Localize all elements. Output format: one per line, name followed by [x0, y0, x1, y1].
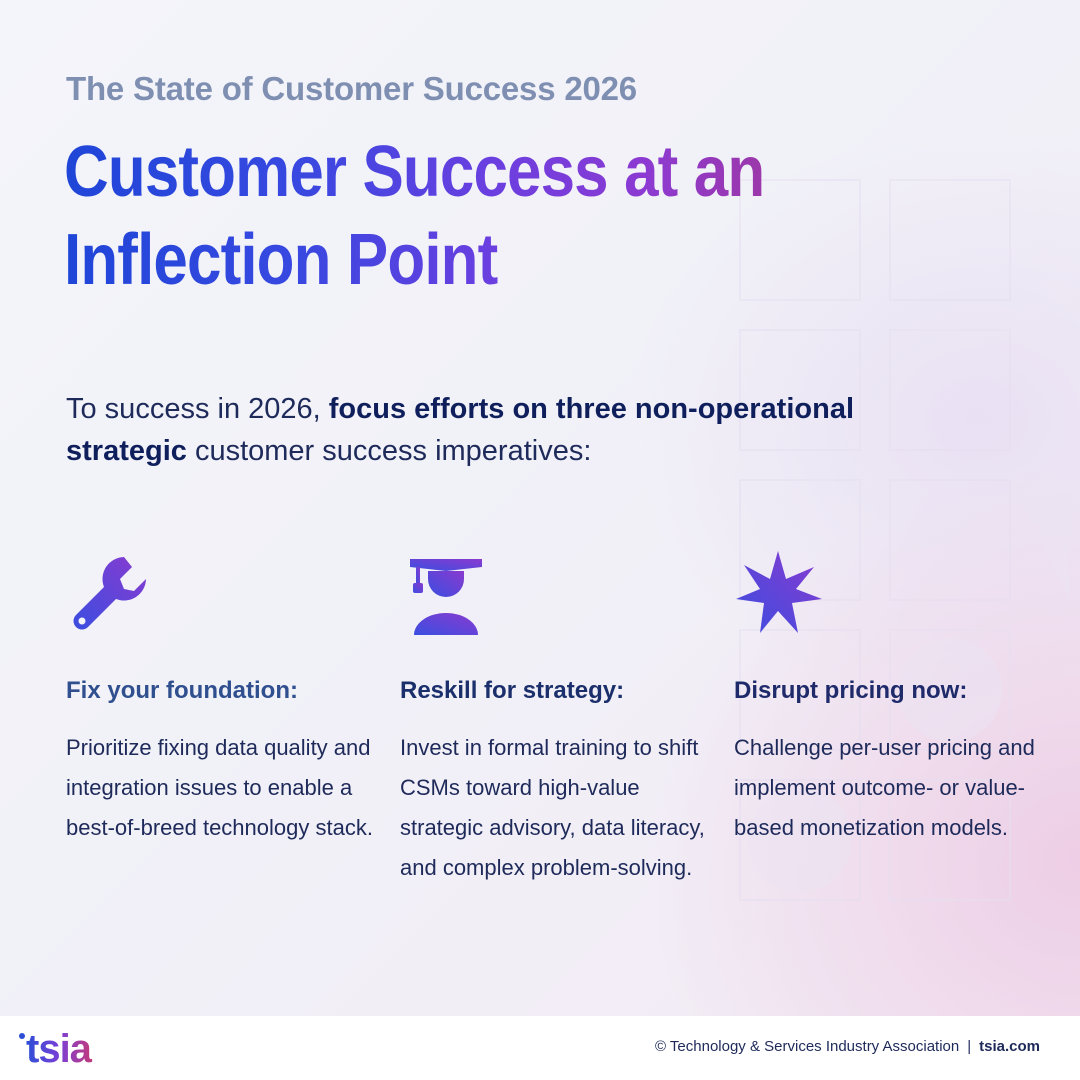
footer: tsia © Technology & Services Industry As… — [0, 1016, 1080, 1080]
copyright-text: © Technology & Services Industry Associa… — [654, 1038, 960, 1055]
headline-line-1: Customer Success at an — [64, 132, 765, 212]
imperative-foundation: Fix your foundation: Prioritize fixing d… — [66, 545, 376, 848]
intro-paragraph: To success in 2026, focus efforts on thr… — [66, 388, 966, 472]
tsia-logo: tsia — [19, 1027, 94, 1070]
intro-emphasis: focus efforts on three non-operational s… — [66, 393, 855, 467]
wrench-icon — [73, 557, 146, 630]
footer-separator: | — [967, 1038, 972, 1055]
imperative-pricing: Disrupt pricing now: Challenge per-user … — [734, 545, 1044, 848]
footer-credit: © Technology & Services Industry Associa… — [655, 1038, 1040, 1055]
headline-line-2: Inflection Point — [64, 220, 498, 300]
imperative-title: Reskill for strategy: — [400, 677, 625, 704]
report-eyebrow: The State of Customer Success 2026 — [66, 70, 637, 107]
intro-tail: customer success imperatives: — [186, 435, 592, 467]
imperative-body: Challenge per-user pricing and implement… — [734, 735, 1035, 840]
website-link[interactable]: tsia.com — [979, 1038, 1040, 1055]
graduate-icon — [410, 559, 482, 635]
starburst-icon — [736, 551, 822, 633]
imperative-title: Disrupt pricing now: — [734, 677, 968, 704]
imperative-body: Prioritize fixing data quality and integ… — [66, 735, 373, 840]
intro-lead: To success in 2026, — [66, 393, 329, 425]
svg-text:tsia: tsia — [26, 1027, 93, 1070]
infographic-canvas: The State of Customer Success 2026 Custo… — [0, 0, 1080, 1016]
imperative-body: Invest in formal training to shift CSMs … — [400, 735, 705, 880]
imperative-reskill: Reskill for strategy: Invest in formal t… — [400, 545, 710, 888]
imperative-title: Fix your foundation: — [66, 677, 298, 704]
headline: Customer Success at an Inflection Point — [64, 128, 838, 304]
background-pattern — [739, 179, 1070, 901]
